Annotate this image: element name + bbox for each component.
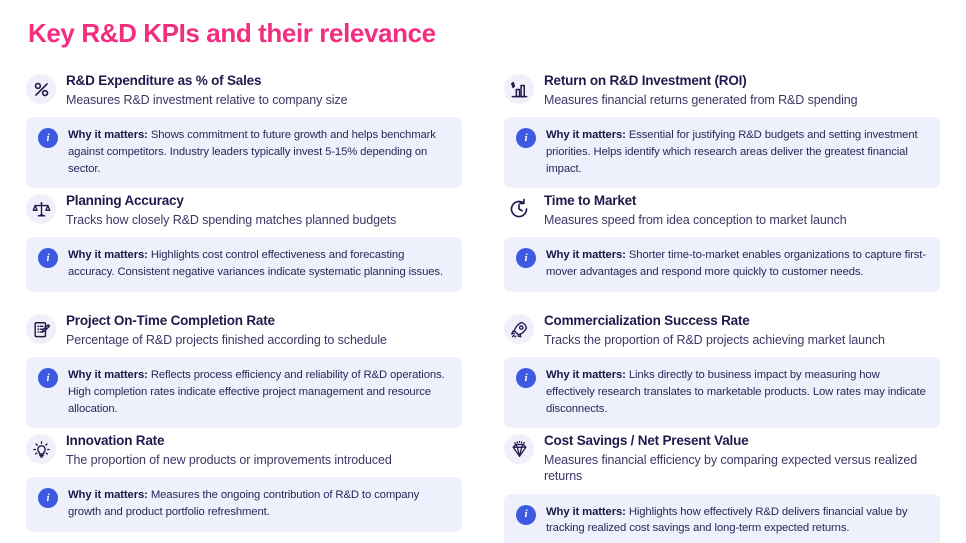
- kpi-card: Cost Savings / Net Present Value Measure…: [504, 431, 940, 543]
- kpi-title: R&D Expenditure as % of Sales: [66, 73, 262, 89]
- kpi-grid: R&D Expenditure as % of Sales Measures R…: [26, 71, 940, 543]
- kpi-header: Commercialization Success Rate Tracks th…: [504, 313, 940, 348]
- note-body: Reflects process efficiency and reliabil…: [68, 369, 445, 415]
- note-body: Highlights how effectively R&D delivers …: [546, 505, 908, 535]
- note-text: Why it matters: Shows commitment to futu…: [68, 127, 450, 177]
- note-text: Why it matters: Reflects process efficie…: [68, 367, 450, 417]
- kpi-text: R&D Expenditure as % of Sales Measures R…: [66, 73, 348, 108]
- info-icon: i: [516, 248, 536, 269]
- kpi-note: i Why it matters: Shows commitment to fu…: [26, 117, 462, 189]
- kpi-note: i Why it matters: Reflects process effic…: [26, 357, 462, 429]
- note-label: Why it matters:: [68, 369, 148, 382]
- note-label: Why it matters:: [546, 249, 626, 262]
- kpi-header: Cost Savings / Net Present Value Measure…: [504, 433, 940, 484]
- kpi-note: i Why it matters: Shorter time-to-market…: [504, 237, 940, 292]
- rocket-icon: [504, 314, 534, 345]
- balance-scales-icon: [26, 194, 56, 225]
- kpi-text: Project On-Time Completion Rate Percenta…: [66, 313, 387, 348]
- kpi-header: Return on R&D Investment (ROI) Measures …: [504, 73, 940, 108]
- page-title: Key R&D KPIs and their relevance: [28, 18, 436, 48]
- note-text: Why it matters: Links directly to busine…: [546, 367, 928, 417]
- kpi-card: Return on R&D Investment (ROI) Measures …: [504, 71, 940, 191]
- kpi-title: Innovation Rate: [66, 433, 165, 449]
- kpi-title: Return on R&D Investment (ROI): [544, 73, 747, 89]
- kpi-text: Time to Market Measures speed from idea …: [544, 193, 847, 228]
- kpi-header: Planning Accuracy Tracks how closely R&D…: [26, 193, 462, 228]
- kpi-note: i Why it matters: Highlights how effecti…: [504, 493, 940, 543]
- note-text: Why it matters: Highlights cost control …: [68, 247, 450, 280]
- lightbulb-icon: [26, 434, 56, 465]
- clipboard-pen-icon: [26, 314, 56, 345]
- note-body: Highlights cost control effectiveness an…: [68, 249, 443, 279]
- note-body: Essential for justifying R&D budgets and…: [546, 129, 918, 175]
- note-label: Why it matters:: [546, 505, 626, 518]
- kpi-subtitle: Tracks the proportion of R&D projects ac…: [544, 333, 885, 348]
- kpi-text: Return on R&D Investment (ROI) Measures …: [544, 73, 858, 108]
- kpi-title: Time to Market: [544, 193, 637, 209]
- kpi-card: Commercialization Success Rate Tracks th…: [504, 311, 940, 431]
- note-text: Why it matters: Measures the ongoing con…: [68, 487, 450, 520]
- note-label: Why it matters:: [68, 129, 148, 142]
- kpi-subtitle: Measures speed from idea conception to m…: [544, 213, 847, 228]
- info-icon: i: [38, 128, 58, 149]
- kpi-header: R&D Expenditure as % of Sales Measures R…: [26, 73, 462, 108]
- kpi-text: Commercialization Success Rate Tracks th…: [544, 313, 885, 348]
- kpi-title: Cost Savings / Net Present Value: [544, 433, 749, 449]
- kpi-card: Project On-Time Completion Rate Percenta…: [26, 311, 462, 431]
- note-text: Why it matters: Highlights how effective…: [546, 504, 928, 537]
- info-icon: i: [38, 488, 58, 509]
- note-body: Links directly to business impact by mea…: [546, 369, 926, 415]
- kpi-header: Project On-Time Completion Rate Percenta…: [26, 313, 462, 348]
- kpi-text: Innovation Rate The proportion of new pr…: [66, 433, 392, 468]
- kpi-title: Project On-Time Completion Rate: [66, 313, 275, 329]
- kpi-subtitle: Tracks how closely R&D spending matches …: [66, 213, 397, 228]
- kpi-subtitle: Measures R&D investment relative to comp…: [66, 93, 348, 108]
- kpi-title: Planning Accuracy: [66, 193, 184, 209]
- kpi-note: i Why it matters: Links directly to busi…: [504, 357, 940, 429]
- note-text: Why it matters: Essential for justifying…: [546, 127, 928, 177]
- kpi-note: i Why it matters: Measures the ongoing c…: [26, 477, 462, 532]
- kpi-subtitle: Percentage of R&D projects finished acco…: [66, 333, 387, 348]
- kpi-text: Cost Savings / Net Present Value Measure…: [544, 433, 940, 484]
- note-body: Measures the ongoing contribution of R&D…: [68, 489, 420, 519]
- kpi-header: Innovation Rate The proportion of new pr…: [26, 433, 462, 468]
- note-body: Shorter time-to-market enables organizat…: [546, 249, 926, 279]
- kpi-text: Planning Accuracy Tracks how closely R&D…: [66, 193, 396, 228]
- kpi-card: Time to Market Measures speed from idea …: [504, 191, 940, 311]
- info-icon: i: [38, 368, 58, 389]
- info-icon: i: [516, 368, 536, 389]
- note-label: Why it matters:: [546, 129, 626, 142]
- bar-chart-dollar-icon: [504, 74, 534, 105]
- info-icon: i: [38, 248, 58, 269]
- diamond-icon: [504, 434, 534, 465]
- kpi-subtitle: Measures financial returns generated fro…: [544, 93, 858, 108]
- note-label: Why it matters:: [68, 489, 148, 502]
- kpi-header: Time to Market Measures speed from idea …: [504, 193, 940, 228]
- kpi-card: Planning Accuracy Tracks how closely R&D…: [26, 191, 462, 311]
- note-label: Why it matters:: [68, 249, 148, 262]
- percent-icon: [26, 74, 56, 105]
- kpi-card: R&D Expenditure as % of Sales Measures R…: [26, 71, 462, 191]
- kpi-title: Commercialization Success Rate: [544, 313, 750, 329]
- kpi-note: i Why it matters: Highlights cost contro…: [26, 237, 462, 292]
- kpi-subtitle: Measures financial efficiency by compari…: [544, 453, 918, 484]
- kpi-note: i Why it matters: Essential for justifyi…: [504, 117, 940, 189]
- info-icon: i: [516, 128, 536, 149]
- clock-arrow-icon: [504, 194, 534, 224]
- note-text: Why it matters: Shorter time-to-market e…: [546, 247, 928, 280]
- info-icon: i: [516, 504, 536, 525]
- note-body: Shows commitment to future growth and he…: [68, 129, 436, 175]
- kpi-card: Innovation Rate The proportion of new pr…: [26, 431, 462, 543]
- kpi-subtitle: The proportion of new products or improv…: [66, 453, 392, 468]
- note-label: Why it matters:: [546, 369, 626, 382]
